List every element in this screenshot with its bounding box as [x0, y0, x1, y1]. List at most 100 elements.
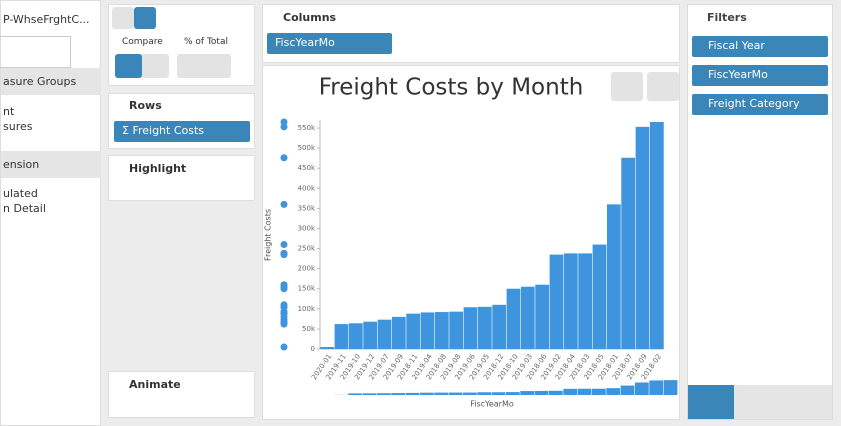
overview-bar — [506, 392, 520, 395]
bar — [578, 253, 593, 349]
bar — [363, 321, 378, 349]
bar — [406, 313, 421, 349]
value-dot — [280, 281, 288, 289]
label: % of Total — [184, 37, 228, 47]
y-tick-label: 550k — [298, 124, 316, 132]
bar — [592, 244, 607, 349]
filter-pill[interactable]: FiscYearMo — [692, 65, 828, 86]
chart-title: Freight Costs by Month — [319, 75, 584, 101]
y-tick-label: 150k — [298, 285, 316, 293]
section-title[interactable]: ension — [3, 158, 40, 171]
panel-title: Highlight — [129, 162, 187, 175]
overview-bar — [420, 392, 434, 395]
overview-bar — [635, 382, 649, 395]
section-title[interactable]: asure Groups — [3, 75, 77, 88]
overview-bar — [563, 388, 578, 395]
y-tick-label: 50k — [302, 325, 316, 333]
overview-bar — [448, 392, 463, 395]
y-tick-label: 0 — [311, 345, 315, 353]
item[interactable]: ulated — [3, 187, 38, 200]
animate-panel: Animate — [108, 371, 255, 418]
total-buttons[interactable] — [177, 54, 231, 78]
rows-panel: Rows Σ Freight Costs — [108, 93, 255, 149]
bar — [635, 126, 650, 349]
section-band — [1, 151, 101, 178]
panel-title: Rows — [129, 99, 162, 112]
bar — [649, 122, 664, 349]
item[interactable]: nt — [3, 105, 15, 118]
bar — [348, 323, 363, 349]
section-band — [1, 68, 101, 95]
source-name: P-WhseFrghtC... — [3, 13, 90, 26]
bar — [391, 316, 406, 349]
y-axis-label: Freight Costs — [264, 209, 273, 261]
y-tick-label: 200k — [298, 265, 316, 273]
overview-bar — [549, 390, 563, 395]
filter-tab[interactable] — [688, 385, 734, 419]
value-dot — [280, 118, 288, 126]
bar — [377, 319, 392, 349]
panel-title: Animate — [129, 378, 181, 391]
value-dot — [280, 343, 288, 351]
overview-bar — [620, 385, 635, 395]
y-tick-label: 250k — [298, 245, 316, 253]
label: Compare — [122, 37, 163, 47]
left-panel: P-WhseFrghtC... asure Groups nt sures en… — [0, 0, 101, 426]
y-tick-label: 450k — [298, 164, 316, 172]
overview-bar — [606, 388, 621, 395]
overview-bar — [477, 392, 492, 395]
y-tick-label: 100k — [298, 305, 316, 313]
overview-bar — [649, 380, 664, 395]
center-button[interactable] — [611, 72, 643, 101]
columns-pill[interactable]: FiscYearMo — [267, 33, 392, 54]
overview-bar — [491, 392, 506, 395]
filter-pill[interactable]: Freight Category — [692, 94, 828, 115]
overview-bar — [520, 391, 535, 395]
bar-button[interactable] — [134, 7, 156, 29]
value-dot — [280, 301, 288, 309]
value-dot — [280, 154, 288, 162]
bar — [520, 286, 535, 349]
search-box[interactable] — [0, 36, 71, 68]
item[interactable]: n Detail — [3, 202, 46, 215]
y-tick-label: 350k — [298, 204, 316, 212]
rows-pill[interactable]: Σ Freight Costs — [114, 121, 250, 142]
highlight-panel: Highlight — [108, 155, 255, 201]
bar — [535, 284, 550, 349]
bar — [506, 288, 521, 349]
value-dot — [280, 200, 288, 208]
y-tick-label: 400k — [298, 184, 316, 192]
overview-bar — [362, 393, 377, 395]
bar — [463, 307, 478, 349]
compare-active[interactable] — [115, 54, 142, 78]
bar — [320, 346, 335, 349]
value-dot — [280, 249, 288, 257]
bar — [434, 312, 449, 349]
bar — [606, 204, 621, 349]
overview-bar — [577, 388, 592, 395]
overview-bar — [434, 392, 449, 395]
y-tick-label: 500k — [298, 144, 316, 152]
overview-bar — [348, 393, 363, 395]
overview-bar — [592, 388, 606, 395]
overview-bar — [534, 390, 549, 395]
filters-panel: Filters Fiscal Year FiscYearMo Freight C… — [687, 4, 833, 420]
bar — [420, 312, 435, 349]
bar — [621, 157, 636, 349]
table-button[interactable] — [647, 72, 679, 101]
overview-bar — [463, 392, 477, 395]
columns-panel: Columns FiscYearMo — [262, 4, 680, 63]
y-tick-label: 300k — [298, 224, 316, 232]
panel-title: Columns — [283, 11, 337, 24]
x-axis-label: FiscYearMo — [470, 400, 514, 409]
filter-pill[interactable]: Fiscal Year — [692, 36, 828, 57]
panel-title: Filters — [707, 11, 747, 24]
value-dot — [280, 123, 288, 131]
toolbar: Compare % of Total — [108, 4, 255, 86]
overview-bar — [377, 393, 391, 395]
bar — [549, 254, 564, 349]
bar — [449, 311, 464, 349]
item[interactable]: sures — [3, 120, 33, 133]
